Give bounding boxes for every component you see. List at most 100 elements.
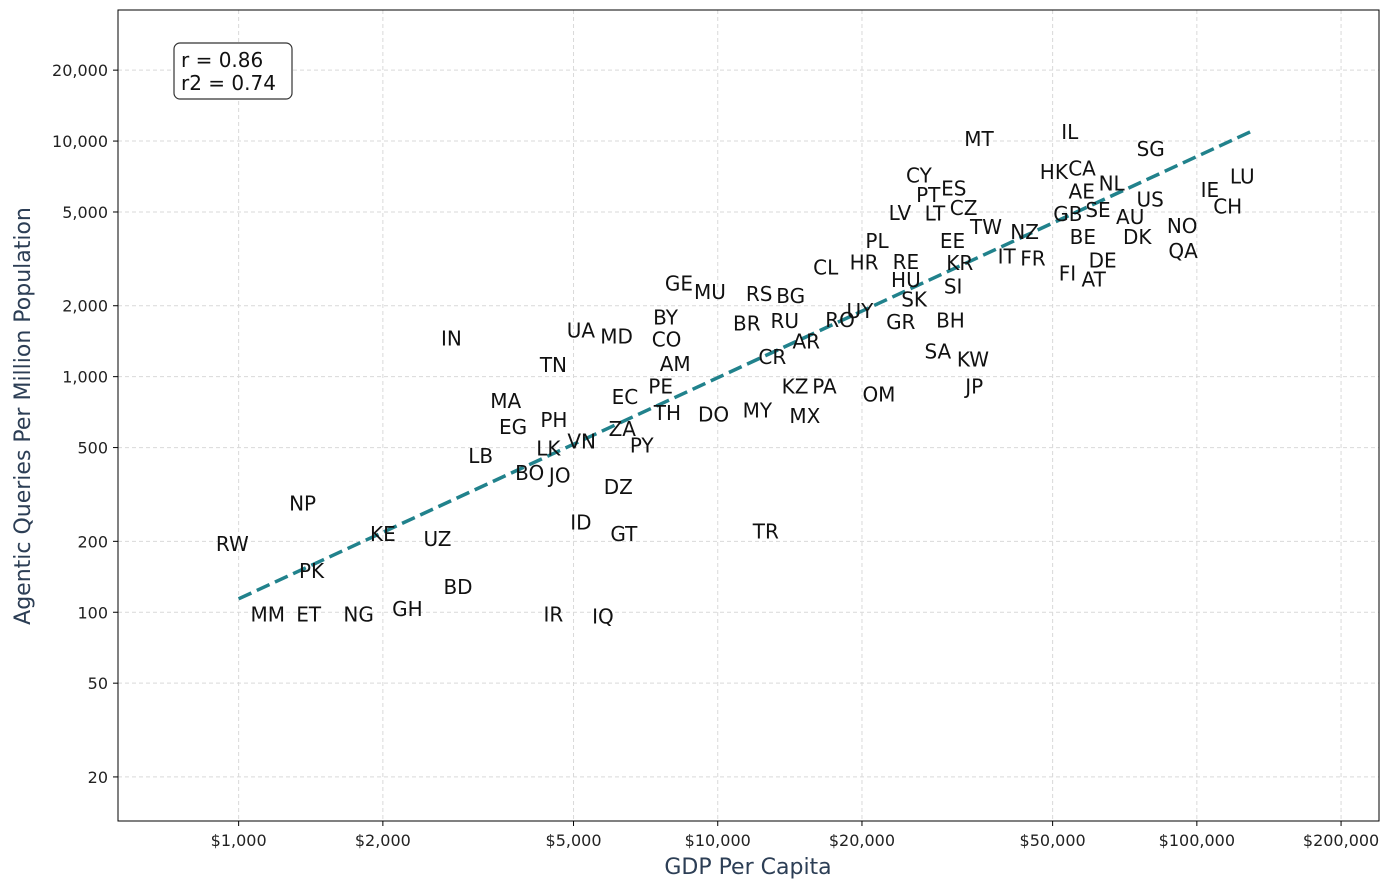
point-label-bh: BH [936,309,965,333]
point-label-dk: DK [1123,225,1152,249]
point-label-th: TH [653,401,681,425]
y-tick-label: 1,000 [62,368,108,387]
point-label-lu: LU [1230,164,1255,188]
y-tick-label: 5,000 [62,203,108,222]
plot-frame [117,9,1380,822]
point-label-cz: CZ [950,196,978,220]
point-label-lt: LT [925,201,946,225]
point-label-co: CO [652,327,682,351]
x-axis-ticks: $1,000 $2,000 $5,000 $10,000 $20,000 $50,000 $… [211,821,1379,850]
point-label-hr: HR [850,251,879,275]
point-label-ph: PH [540,408,567,432]
point-label-am: AM [660,352,691,376]
point-label-ie: IE [1201,178,1220,202]
point-label-ae: AE [1069,179,1095,203]
y-axis-ticks: 20 50 100 200 500 1,000 2,000 5,000 10,000 20,000 [52,61,118,787]
point-label-bo: BO [515,461,544,485]
x-tick-label: $20,000 [829,831,895,850]
stats-r2-text: r2 = 0.74 [181,71,276,95]
point-label-ch: CH [1213,195,1242,219]
point-label-rw: RW [216,532,249,556]
point-label-mx: MX [789,404,820,428]
point-label-jp: JP [963,374,983,398]
point-label-pt: PT [916,183,941,207]
trend-line [237,129,1253,601]
point-label-cl: CL [813,256,839,280]
x-axis-title: GDP Per Capita [664,855,831,880]
point-label-gr: GR [886,310,915,334]
point-label-ir: IR [544,602,564,626]
point-label-ua: UA [567,319,596,343]
point-label-py: PY [630,434,655,458]
point-label-id: ID [570,511,591,535]
point-label-hu: HU [891,268,921,292]
point-label-gt: GT [610,522,638,546]
point-label-us: US [1136,188,1163,212]
point-label-jo: JO [547,464,571,488]
grid-lines [118,10,1379,821]
point-label-ng: NG [343,602,373,626]
point-label-ar: AR [792,330,820,354]
point-label-mm: MM [250,602,285,626]
point-label-pe: PE [648,374,673,398]
point-label-eg: EG [499,415,527,439]
point-label-ee: EE [940,229,965,253]
point-label-ke: KE [370,522,396,546]
point-label-rs: RS [746,282,773,306]
y-tick-label: 200 [77,532,108,551]
point-label-nz: NZ [1010,220,1039,244]
y-tick-label: 100 [77,603,108,622]
point-label-bd: BD [443,575,472,599]
x-tick-label: $2,000 [355,831,411,850]
x-tick-label: $50,000 [1020,831,1086,850]
point-label-tr: TR [752,520,779,544]
point-label-kw: KW [957,348,989,372]
point-label-lb: LB [468,444,493,468]
x-tick-label: $10,000 [685,831,751,850]
point-label-et: ET [296,602,322,626]
point-label-hk: HK [1040,160,1069,184]
point-label-it: IT [998,245,1017,269]
point-label-uy: UY [846,299,874,323]
point-label-mu: MU [694,280,726,304]
stats-box-frame [173,42,293,100]
point-label-za: ZA [609,417,637,441]
point-label-at: AT [1081,268,1106,292]
point-label-pa: PA [812,374,837,398]
point-label-se: SE [1085,198,1110,222]
point-label-re: RE [893,250,920,274]
point-label-tn: TN [539,353,567,377]
point-label-no: NO [1167,214,1198,238]
point-label-ge: GE [665,271,693,295]
point-label-qa: QA [1168,239,1198,263]
x-tick-label: $200,000 [1303,831,1379,850]
point-label-au: AU [1116,205,1144,229]
point-label-dz: DZ [604,475,633,499]
point-label-do: DO [698,403,729,427]
point-label-pk: PK [299,559,325,583]
point-label-in: IN [441,327,462,351]
y-tick-label: 20,000 [52,61,108,80]
point-label-sg: SG [1137,137,1165,161]
point-label-kr: KR [946,251,973,275]
point-label-bg: BG [776,284,805,308]
x-tick-label: $1,000 [211,831,267,850]
stats-r-text: r = 0.86 [181,48,263,72]
point-label-br: BR [733,312,761,336]
point-label-fi: FI [1059,262,1076,286]
y-tick-label: 500 [77,439,108,458]
point-label-si: SI [944,275,963,299]
point-label-ro: RO [825,308,855,332]
point-label-mt: MT [964,127,994,151]
point-label-ec: EC [612,385,639,409]
correlation-stats-box: r = 0.86 r2 = 0.74 [173,42,293,100]
y-tick-label: 20 [88,768,108,787]
point-label-uz: UZ [423,527,451,551]
point-label-sa: SA [924,339,951,363]
point-label-iq: IQ [592,604,614,628]
y-tick-label: 10,000 [52,132,108,151]
point-label-np: NP [289,491,316,515]
trend-line-group [237,129,1253,601]
point-label-es: ES [941,176,966,200]
y-tick-label: 2,000 [62,297,108,316]
